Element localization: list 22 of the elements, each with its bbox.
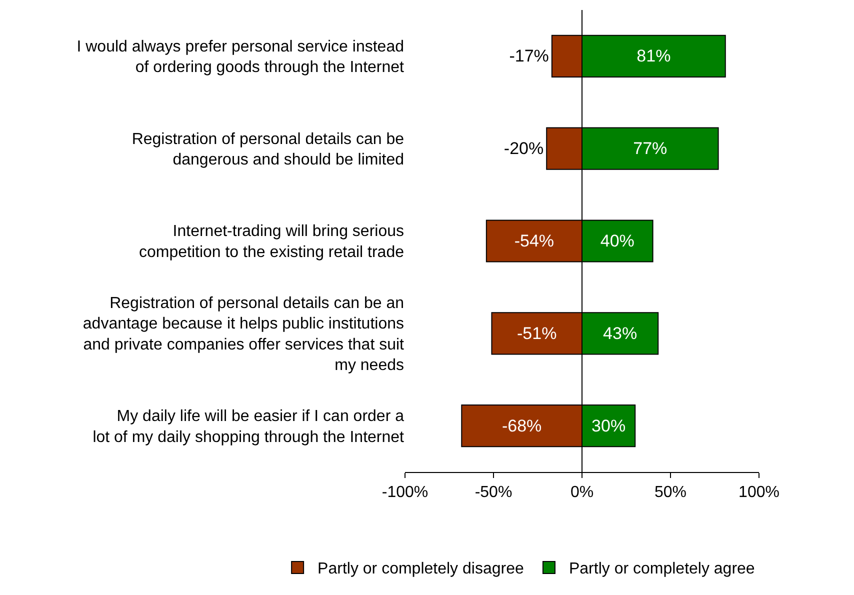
x-tick-label: 50% <box>654 484 687 502</box>
data-label: 77% <box>633 139 668 158</box>
data-label: 81% <box>636 46 671 66</box>
data-label: -54% <box>514 232 554 250</box>
data-label: -68% <box>502 416 542 436</box>
y-tick-label: Registration of personal details can be an advantage because it helps public institutions and private companies offer services that suit my needs <box>82 294 405 374</box>
data-label: 43% <box>603 324 638 343</box>
data-label: 40% <box>600 232 634 250</box>
x-tick-label: -100% <box>382 484 428 502</box>
y-tick-label: Internet-trading will bring serious competition to the existing retail trade <box>138 223 404 261</box>
y-tick-label: My daily life will be easier if I can order a lot of my daily shopping through the Internet <box>92 408 405 446</box>
data-label: -51% <box>517 324 557 343</box>
data-label: -17% <box>509 46 549 66</box>
x-tick-label: 0% <box>570 484 594 502</box>
legend-label: Partly or completely agree <box>568 560 755 578</box>
data-label: -20% <box>504 139 544 158</box>
x-tick-label: 100% <box>738 484 780 502</box>
data-label: 30% <box>592 416 626 436</box>
x-tick-label: -50% <box>474 484 512 502</box>
y-tick-label: I would always prefer personal service instead of ordering goods through the Internet <box>76 38 405 76</box>
y-tick-label: Registration of personal details can be dangerous and should be limited <box>132 130 404 169</box>
legend-label: Partly or completely disagree <box>318 560 524 578</box>
